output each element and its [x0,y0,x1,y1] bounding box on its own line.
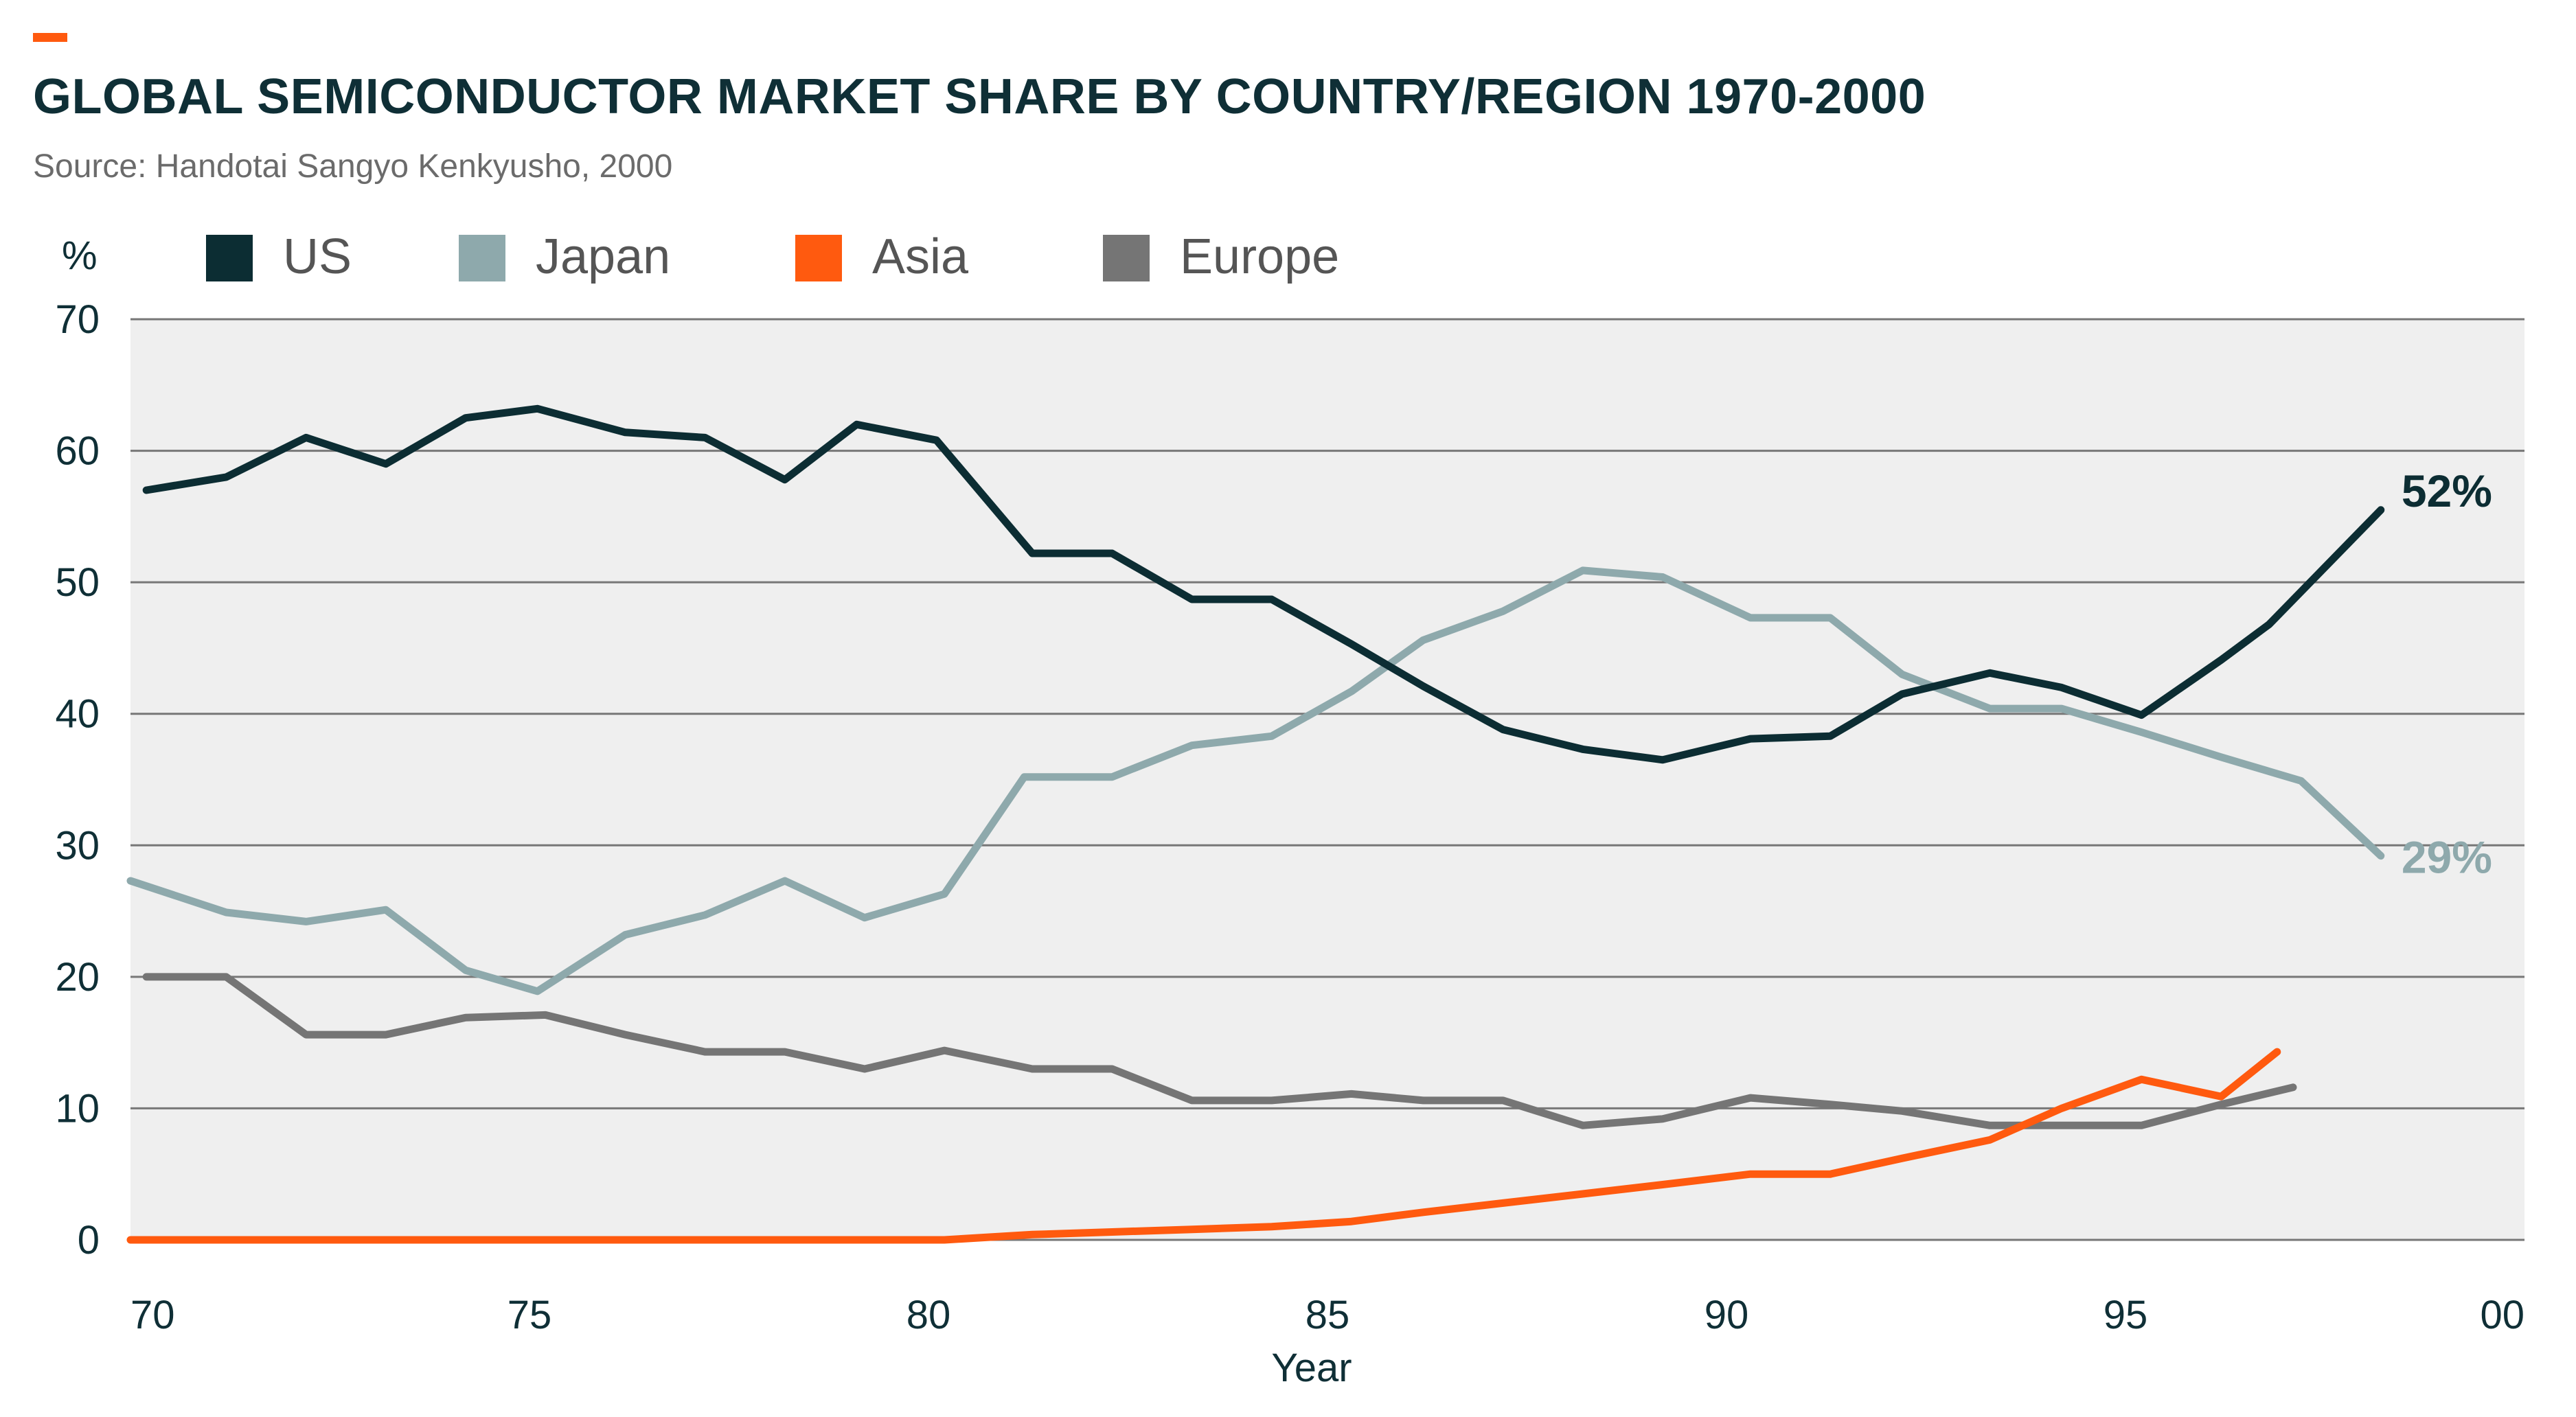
legend-label-us: US [283,229,352,284]
x-axis-ticks: 70 75 80 85 90 95 00 [130,1293,2524,1337]
series-lines [126,404,2385,1244]
legend-swatch-us [206,235,253,281]
end-label-japan: 29% [2402,832,2492,883]
y-tick-label: 10 [55,1086,100,1131]
x-tick-label: 80 [907,1293,951,1337]
y-tick-label: 50 [55,560,100,605]
x-tick-label: 70 [130,1293,175,1337]
legend-swatch-japan [459,235,505,281]
series-line-us [142,404,2385,764]
end-labels: 29% 52% [2402,465,2492,883]
legend: US Japan Asia Europe [206,229,1339,284]
x-tick-label: 85 [1306,1293,1350,1337]
series-line-asia [126,1048,2281,1244]
legend-label-europe: Europe [1180,229,1339,284]
legend-swatch-asia [795,235,842,281]
series-line-europe [142,973,2297,1129]
legend-label-japan: Japan [536,229,670,284]
y-tick-label: 60 [55,429,100,474]
y-tick-label: 20 [55,955,100,1000]
x-axis-title: Year [1271,1346,1352,1390]
series-line-japan [126,566,2385,995]
x-tick-label: 75 [508,1293,552,1337]
gridlines [130,318,2524,1241]
legend-swatch-europe [1103,235,1150,281]
y-tick-label: 40 [55,692,100,737]
accent-bar [33,33,67,42]
y-tick-label: 70 [55,297,100,342]
x-tick-label: 90 [1705,1293,1749,1337]
y-axis-ticks: 0 10 20 30 40 50 60 70 [55,297,100,1263]
x-tick-label: 95 [2104,1293,2148,1337]
chart-title: GLOBAL SEMICONDUCTOR MARKET SHARE BY COU… [33,69,1926,124]
chart-source: Source: Handotai Sangyo Kenkyusho, 2000 [33,148,673,185]
y-tick-label: 30 [55,823,100,868]
y-unit-label: % [62,233,98,278]
plot-area [130,319,2524,1240]
y-tick-label: 0 [78,1218,100,1263]
x-tick-label: 00 [2480,1293,2524,1337]
legend-label-asia: Asia [872,229,969,284]
end-label-us: 52% [2402,465,2492,516]
